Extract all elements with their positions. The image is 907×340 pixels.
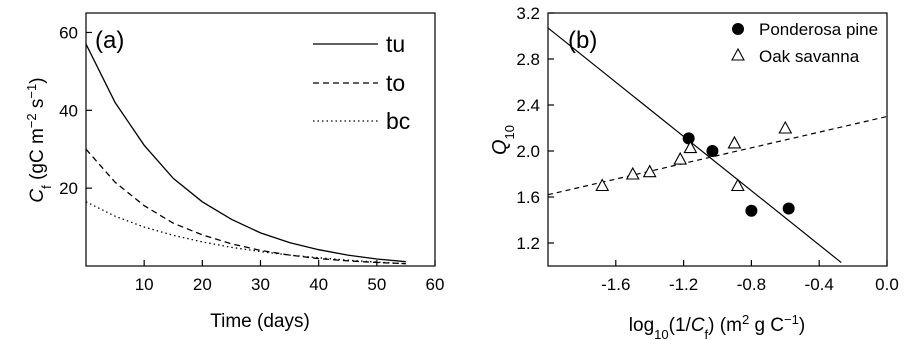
point-oak-7 [778, 120, 793, 134]
panel-a-xtick-label-3: 40 [309, 275, 328, 294]
panel-a-ticks: 10 20 30 40 50 60 20 40 60 [59, 23, 444, 294]
panel-a-series [85, 43, 406, 265]
panel-a-label: (a) [95, 27, 124, 54]
panel-b-ytick-label-2: 2.0 [516, 142, 540, 161]
panel-a-ylabel: Cf (gC m−2 s−1) [24, 77, 54, 202]
panel-b-ytick-label-3: 2.4 [516, 96, 540, 115]
panel-a-xtick-label-1: 20 [193, 275, 212, 294]
legend-label-ponderosa: Ponderosa pine [759, 20, 878, 39]
legend-label-oak: Oak savanna [759, 47, 860, 66]
panel-b-ytick-label-0: 1.2 [516, 234, 540, 253]
panel-a-frame [85, 12, 436, 267]
point-oak-2 [642, 164, 657, 178]
series-line-tu [85, 43, 406, 263]
point-oak-3 [673, 151, 688, 165]
panel-a-xtick-label-4: 50 [367, 275, 386, 294]
point-ponderosa-2 [745, 204, 758, 217]
fit-line-ponderosa [547, 27, 842, 264]
panel-a-ytick-label-2: 60 [59, 23, 78, 42]
panel-b-xtick-label-4: 0.0 [875, 275, 899, 294]
panel-a: 10 20 30 40 50 60 20 40 60 (a) tu to bc Time (da… [24, 12, 444, 332]
panel-b-label: (b) [568, 27, 597, 54]
panel-b-xlabel: log10(1/Cf) (m2 g C−1) [629, 312, 805, 340]
panel-b-xtick-label-0: -1.6 [601, 275, 630, 294]
panel-a-xtick-label-5: 60 [426, 275, 445, 294]
point-oak-0 [595, 178, 610, 192]
legend-label-to: to [386, 70, 405, 96]
fit-line-oak [547, 115, 888, 196]
point-ponderosa-1 [706, 145, 719, 157]
panel-b-ytick-label-5: 3.2 [516, 4, 540, 23]
legend-label-bc: bc [386, 108, 410, 134]
panel-b: -1.6 -1.2 -0.8 -0.4 0.0 1.2 1.6 2.0 2.4 2.8 3.2 (b… [489, 4, 899, 340]
panel-b-legend: Ponderosa pine Oak savanna [731, 20, 878, 66]
panel-b-ticks: -1.6 -1.2 -0.8 -0.4 0.0 1.2 1.6 2.0 2.4 2.8 3.2 [516, 4, 898, 294]
legend-marker-oak [731, 47, 745, 61]
panel-a-legend: tu to bc [313, 31, 410, 134]
point-ponderosa-0 [682, 132, 695, 145]
point-ponderosa-3 [782, 202, 795, 215]
point-oak-1 [625, 166, 640, 180]
panel-b-xtick-label-3: -0.4 [805, 275, 834, 294]
panel-b-xtick-label-2: -0.8 [737, 275, 766, 294]
panel-b-ytick-label-4: 2.8 [516, 50, 540, 69]
point-oak-6 [730, 178, 745, 192]
panel-b-ytick-label-1: 1.6 [516, 188, 540, 207]
panel-a-xtick-label-2: 30 [251, 275, 270, 294]
panel-b-xtick-label-1: -1.2 [669, 275, 698, 294]
point-oak-5 [727, 135, 742, 149]
panel-a-xtick-label-0: 10 [135, 275, 154, 294]
panel-b-frame [547, 12, 888, 267]
legend-label-tu: tu [386, 31, 405, 57]
panel-b-fit-lines [547, 27, 888, 264]
series-line-to [85, 148, 406, 265]
point-oak-4 [683, 140, 698, 154]
panel-a-xlabel: Time (days) [210, 311, 310, 332]
series-line-bc [85, 201, 406, 265]
panel-b-points [595, 120, 795, 217]
panel-b-ylabel: Q10 [489, 125, 517, 155]
legend-marker-ponderosa [732, 23, 744, 35]
panel-a-ytick-label-1: 40 [59, 101, 78, 120]
panel-a-ytick-label-0: 20 [59, 179, 78, 198]
